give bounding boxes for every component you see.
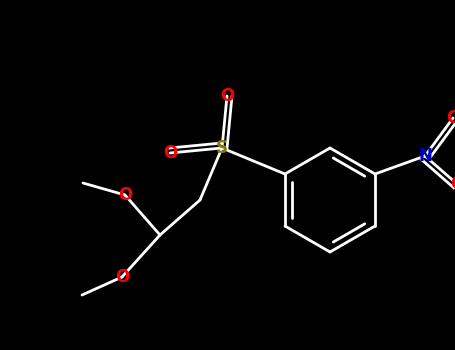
Text: O: O — [446, 109, 455, 127]
Text: O: O — [163, 144, 177, 162]
Text: N: N — [418, 147, 432, 165]
Text: S: S — [216, 139, 228, 157]
Text: O: O — [115, 268, 129, 286]
Text: O: O — [450, 175, 455, 193]
Text: O: O — [220, 87, 234, 105]
Text: O: O — [118, 186, 132, 204]
